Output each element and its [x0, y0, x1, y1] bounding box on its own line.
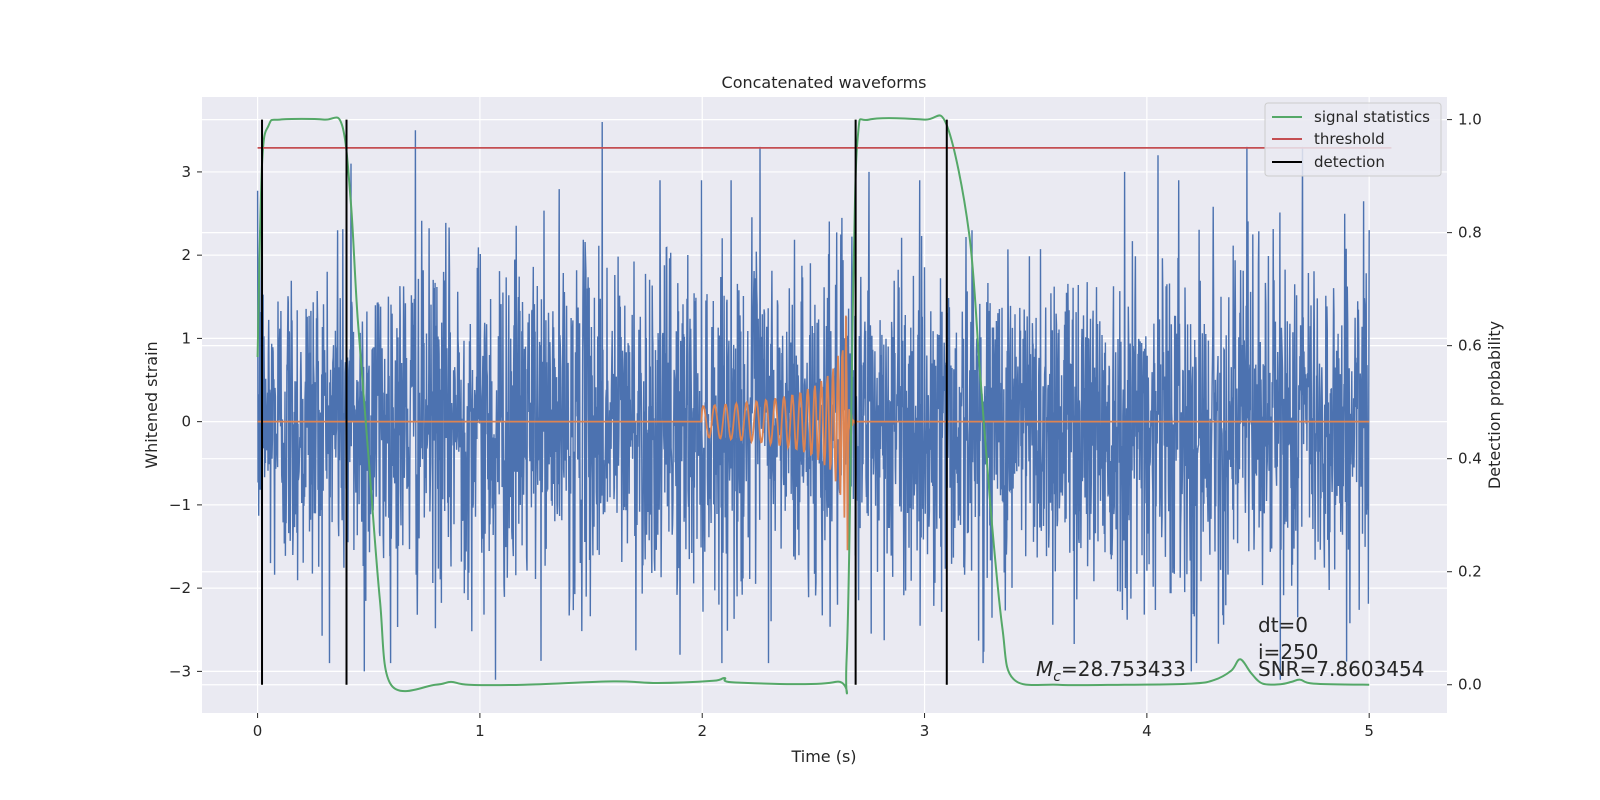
strain-line: [256, 121, 1370, 680]
y-right-tick-label: 0.8: [1458, 224, 1482, 242]
annotations: Mc=28.753433 dt=0 i=250 SNR=7.8603454: [1036, 613, 1424, 685]
chirp-mass-annotation: Mc=28.753433: [1036, 657, 1186, 685]
x-tick-label: 2: [697, 722, 707, 740]
y-tick-label: 3: [181, 163, 191, 181]
x-tick-label: 1: [475, 722, 485, 740]
legend-label-detection: detection: [1314, 153, 1385, 171]
y-tick-label: 1: [181, 329, 191, 347]
y-tick-label: −2: [169, 579, 191, 597]
chart-title: Concatenated waveforms: [722, 73, 927, 92]
x-tick-label: 0: [253, 722, 263, 740]
y-axis-label: Whitened strain: [142, 341, 161, 468]
y-right-tick-label: 0.2: [1458, 563, 1482, 581]
y-tick-label: −1: [169, 496, 191, 514]
axis-ticks: 0 1 2 3 4 5 3 2 1 0 −1 −2 −3 1.0 0.8 0.6 0.4 0.2 0.0: [169, 111, 1482, 740]
signal-statistics-line: [256, 114, 1370, 695]
legend-box: [1264, 102, 1442, 177]
detection-series: [261, 119, 948, 685]
chirp-mass-symbol: M: [1036, 657, 1053, 681]
y-tick-label: −3: [169, 662, 191, 680]
snr-annotation: SNR=7.8603454: [1258, 657, 1424, 681]
y-axis-right-label: Detection probability: [1485, 321, 1504, 489]
y-right-tick-label: 1.0: [1458, 111, 1482, 129]
chirp-mass-subscript: c: [1053, 669, 1061, 685]
y-right-tick-label: 0.6: [1458, 337, 1482, 355]
dt-annotation: dt=0: [1258, 613, 1308, 637]
chirp-mass-value: =28.753433: [1061, 657, 1186, 681]
signal-statistics-series: [256, 114, 1370, 695]
legend-label-threshold: threshold: [1314, 130, 1385, 148]
waveform-series: [257, 315, 1370, 551]
i-annotation: i=250: [1258, 640, 1319, 664]
x-tick-label: 5: [1364, 722, 1374, 740]
y-right-tick-label: 0.4: [1458, 450, 1482, 468]
legend-label-signal-statistics: signal statistics: [1314, 108, 1430, 126]
waveform-line: [257, 315, 1370, 551]
strain-series: [256, 121, 1370, 680]
y-right-tick-label: 0.0: [1458, 676, 1482, 694]
y-tick-label: 0: [181, 413, 191, 431]
x-tick-label: 4: [1142, 722, 1152, 740]
x-tick-label: 3: [920, 722, 930, 740]
x-axis-label: Time (s): [790, 747, 856, 766]
y-tick-label: 2: [181, 246, 191, 264]
legend: signal statistics threshold detection: [1264, 102, 1442, 177]
